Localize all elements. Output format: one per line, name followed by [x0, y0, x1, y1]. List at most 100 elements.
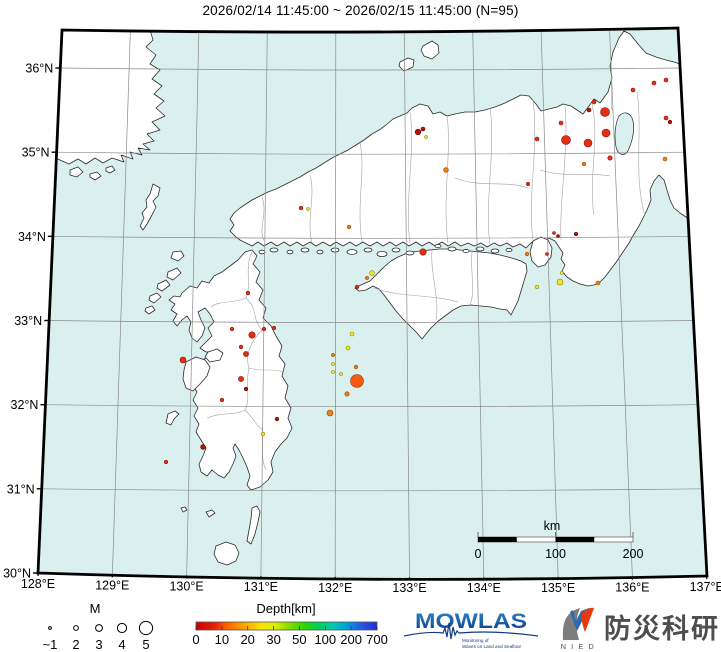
meridian-line — [186, 29, 200, 578]
scale-unit-label: km — [544, 519, 561, 533]
epicenter-dot — [595, 280, 601, 286]
epicenter-dot — [581, 161, 587, 167]
lon-label: 133°E — [392, 581, 426, 595]
epicenter-dot — [331, 370, 335, 374]
depth-tick-label: 20 — [240, 632, 254, 647]
scale-tick-label: 100 — [545, 547, 566, 561]
epicenter-dot — [424, 135, 428, 139]
meridian-line — [609, 29, 633, 578]
magnitude-legend-circle — [95, 624, 103, 632]
land-kyushu — [168, 249, 293, 491]
lon-label: 128°E — [21, 577, 55, 591]
meridian-line — [111, 29, 131, 578]
depth-colorbar-ticks: 0 10 20 30 50 100 200 700 — [192, 626, 388, 647]
lon-label: 137°E — [690, 580, 721, 594]
epicenter-dot — [245, 290, 251, 296]
epicenter-dot — [353, 364, 359, 370]
magnitude-legend-label: 5 — [142, 637, 149, 652]
epicenter-dot — [556, 234, 560, 238]
epicenter-dot — [651, 80, 657, 86]
magnitude-legend-label: ~1 — [43, 637, 58, 652]
epicenter-dot — [630, 87, 636, 93]
meridian-line — [403, 29, 410, 578]
epicenter-dot — [163, 459, 169, 465]
lon-label: 132°E — [318, 581, 352, 595]
lon-label: 136°E — [615, 581, 649, 595]
meridian-line — [472, 29, 485, 578]
lake-biwa — [614, 112, 634, 155]
lat-label: 31°N — [7, 482, 35, 496]
epicenter-dot — [238, 344, 244, 350]
mowlas-tagline-2: Waves on Land and Seafloor — [462, 644, 522, 649]
depth-tick-label: 10 — [215, 632, 229, 647]
epicenter-dot — [344, 391, 350, 397]
epicenter-dot — [561, 135, 571, 145]
epicenter-dot — [556, 278, 564, 286]
epicenter-dot — [179, 356, 187, 364]
epicenter-dot — [306, 207, 310, 211]
mowlas-wordmark: MOWLAS — [415, 610, 527, 633]
magnitude-legend-circle — [116, 622, 128, 634]
page-title: 2026/02/14 11:45:00 ~ 2026/02/15 11:45:0… — [202, 3, 519, 18]
magnitude-legend: ~1 2 3 4 5 — [43, 620, 154, 652]
epicenter-dot — [560, 271, 564, 275]
epicenter-dot — [349, 331, 355, 337]
land-tsushima — [139, 183, 161, 231]
epicenter-dot — [545, 252, 549, 256]
parallel-line — [49, 320, 694, 323]
epicenter-dot — [419, 248, 427, 256]
epicenter-dot — [420, 126, 426, 132]
epicenter-dot — [534, 136, 540, 142]
graticule — [41, 29, 703, 578]
lat-label: 36°N — [25, 62, 53, 76]
epicenter-dot — [414, 128, 422, 136]
epicenter-dot — [525, 181, 531, 187]
epicenter-dot — [346, 224, 352, 230]
epicenter-dot — [274, 416, 280, 422]
lon-label: 131°E — [244, 580, 278, 594]
nied-acronym: N I E D — [561, 642, 596, 651]
epicenter-dot — [260, 431, 266, 437]
epicenter-dot — [443, 167, 449, 173]
meridian-line — [260, 29, 268, 578]
epicenter-dot — [326, 409, 334, 417]
epicenter-dot — [200, 444, 206, 450]
legend-footer: M ~1 2 3 4 5 Depth[km] 0 10 20 30 50 100 200 700 MO… — [43, 601, 720, 652]
epicenter-dot — [229, 326, 235, 332]
depth-tick-label: 30 — [266, 632, 280, 647]
epicenter-dot — [524, 251, 530, 257]
nied-name: 防災科研 — [604, 614, 720, 644]
epicenter-dot — [365, 276, 369, 280]
parallel-line — [60, 67, 681, 71]
epicenter-dot — [331, 362, 335, 366]
magnitude-legend-circle — [48, 626, 52, 630]
magnitude-legend-label: 2 — [72, 637, 79, 652]
parallel-line — [56, 151, 685, 155]
nied-mark-gray — [562, 608, 580, 640]
epicenter-dot — [663, 77, 669, 83]
lat-label: 33°N — [14, 314, 42, 328]
epicenter-dot — [345, 345, 351, 351]
epicenter-dot — [219, 397, 225, 403]
meridian-line — [540, 29, 559, 578]
scale-bar: km 0 100 200 — [475, 519, 644, 561]
epicenter-dots — [163, 77, 673, 465]
lat-label: 34°N — [18, 230, 46, 244]
land-shikoku — [354, 248, 528, 340]
lon-label: 130°E — [169, 579, 203, 593]
epicenter-dot — [662, 156, 668, 162]
mowlas-logo: MOWLAS Monitoring of Waves on Land and S… — [403, 610, 539, 649]
scale-tick-label: 0 — [475, 547, 482, 561]
magnitude-legend-circle — [138, 620, 154, 636]
epicenter-dot — [243, 386, 249, 392]
epicenter-dot — [552, 231, 556, 235]
epicenter-dot — [261, 326, 267, 332]
nied-logo: N I E D 防災科研 — [561, 607, 720, 651]
epicenter-dot — [271, 325, 277, 331]
lat-label: 30°N — [3, 567, 31, 581]
epicenter-dot — [558, 120, 564, 126]
parallel-line — [45, 404, 698, 408]
depth-tick-label: 0 — [192, 632, 199, 647]
